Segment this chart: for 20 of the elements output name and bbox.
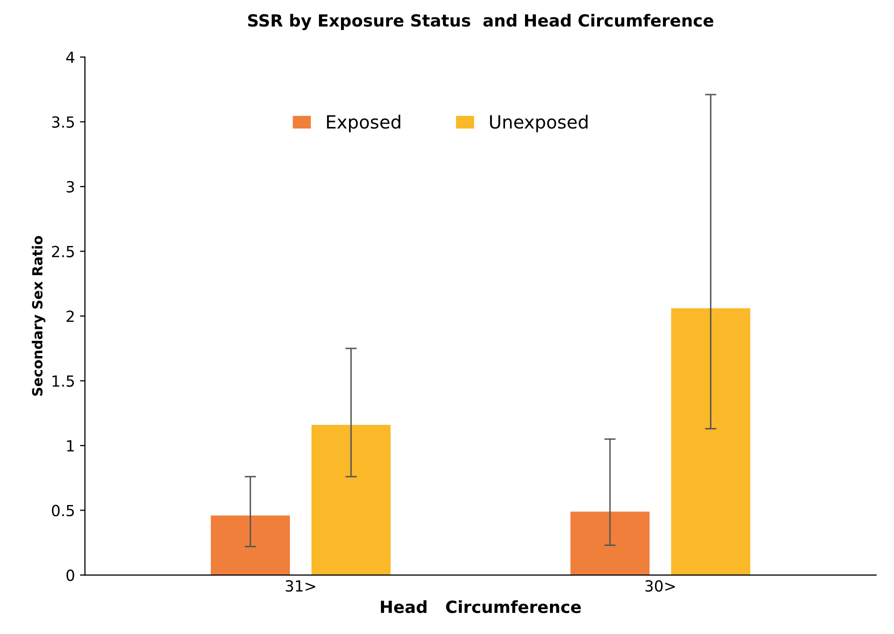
y-tick-label: 2.5 bbox=[52, 246, 74, 258]
legend-label: Unexposed bbox=[490, 114, 588, 132]
legend-label: Exposed bbox=[327, 114, 400, 132]
y-axis-title: Secondary Sex Ratio bbox=[32, 236, 46, 396]
x-tick-label: 30> bbox=[645, 580, 675, 592]
y-tick-label: 3 bbox=[66, 181, 74, 193]
y-tick-label: 0.5 bbox=[52, 504, 74, 516]
y-tick-label: 1.5 bbox=[52, 375, 74, 387]
bar bbox=[312, 424, 391, 576]
y-tick-label: 1 bbox=[67, 440, 74, 452]
y-tick-label: 2 bbox=[66, 310, 74, 322]
bar bbox=[570, 512, 650, 576]
y-tick-label: 3.5 bbox=[52, 116, 74, 128]
x-tick-label: 31> bbox=[286, 580, 316, 592]
y-tick-label: 4 bbox=[66, 52, 74, 63]
x-axis-title: Head Circumference bbox=[380, 600, 581, 614]
chart-title: SSR by Exposure Status and Head Circumference bbox=[248, 14, 714, 30]
y-tick-label: 0 bbox=[66, 570, 74, 582]
bar bbox=[671, 308, 750, 576]
bar bbox=[210, 515, 290, 576]
